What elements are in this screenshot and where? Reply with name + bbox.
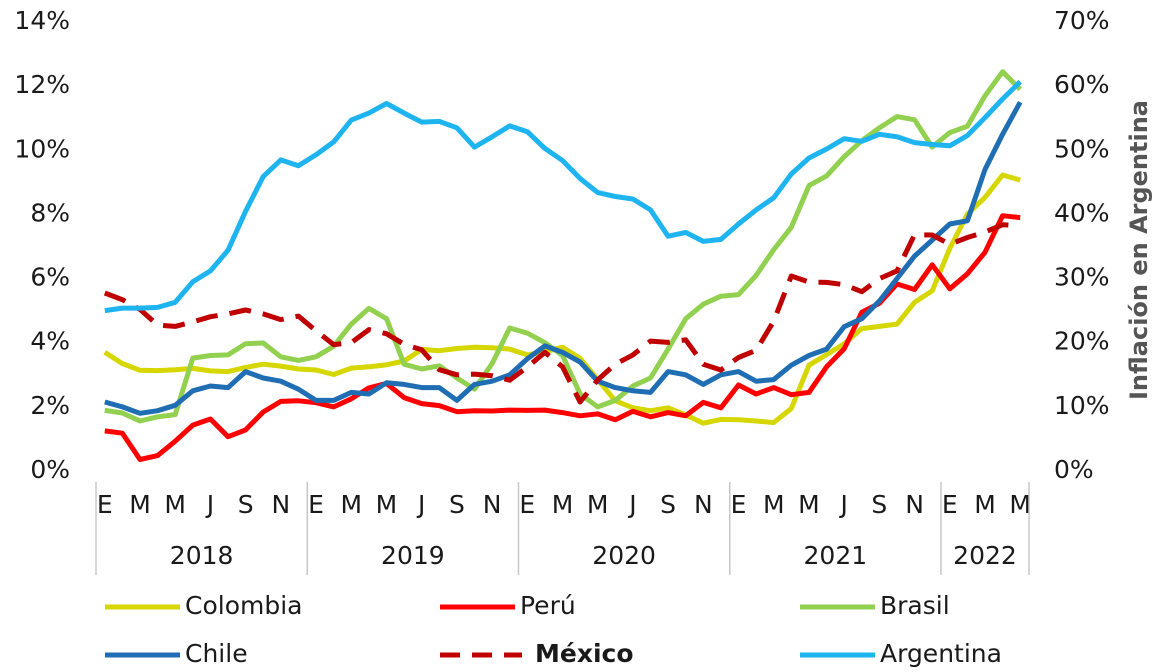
legend-label: México — [535, 639, 634, 668]
y2-tick-label: 60% — [1054, 70, 1110, 99]
x-tick-label: M — [129, 490, 151, 519]
y-tick-label: 0% — [30, 455, 70, 484]
x-tick-label: N — [694, 490, 713, 519]
series-line — [104, 100, 1023, 416]
legend-label: Chile — [185, 639, 248, 668]
x-tick-label: M — [974, 490, 996, 519]
group-label: 2018 — [170, 541, 234, 570]
legend-label: Argentina — [880, 639, 1002, 668]
x-tick-label: M — [340, 490, 362, 519]
y-tick-label: 10% — [14, 134, 70, 163]
x-tick-label: M — [763, 490, 785, 519]
y-tick-label: 2% — [30, 391, 70, 420]
group-label: 2020 — [592, 541, 656, 570]
x-tick-label: S — [871, 490, 887, 519]
legend-label: Brasil — [880, 591, 950, 620]
x-tick-label: E — [97, 490, 113, 519]
x-tick-label: J — [627, 490, 636, 519]
group-label: 2019 — [381, 541, 445, 570]
x-tick-label: J — [205, 490, 214, 519]
y2-tick-label: 30% — [1054, 263, 1110, 292]
y2-tick-label: 40% — [1054, 198, 1110, 227]
x-tick-label: M — [587, 490, 609, 519]
x-tick-label: E — [731, 490, 747, 519]
x-tick-label: S — [238, 490, 254, 519]
x-tick-label: M — [376, 490, 398, 519]
y2-tick-label: 70% — [1054, 6, 1110, 35]
legend-label: Perú — [520, 591, 576, 620]
x-tick-label: M — [552, 490, 574, 519]
x-tick-label: S — [449, 490, 465, 519]
x-tick-label: J — [416, 490, 425, 519]
y2-tick-label: 50% — [1054, 134, 1110, 163]
x-tick-label: N — [483, 490, 502, 519]
x-tick-label: N — [905, 490, 924, 519]
x-tick-label: E — [308, 490, 324, 519]
x-tick-label: E — [519, 490, 535, 519]
y-tick-label: 14% — [14, 6, 70, 35]
x-tick-label: N — [271, 490, 290, 519]
series-line — [103, 222, 1021, 405]
y-tick-label: 4% — [30, 327, 70, 356]
x-tick-label: J — [838, 490, 847, 519]
series-line — [103, 172, 1021, 426]
y-tick-label: 8% — [30, 198, 70, 227]
y2-tick-label: 10% — [1054, 391, 1110, 420]
y2-tick-label: 0% — [1054, 455, 1094, 484]
x-tick-label: M — [798, 490, 820, 519]
x-tick-label: M — [164, 490, 186, 519]
x-tick-label: E — [942, 490, 958, 519]
x-tick-label: M — [1009, 490, 1031, 519]
y-tick-label: 6% — [30, 263, 70, 292]
y-tick-label: 12% — [14, 70, 70, 99]
series-line — [104, 79, 1022, 314]
y2-axis-title: Inflación en Argentina — [1125, 100, 1153, 400]
x-tick-label: S — [660, 490, 676, 519]
series-line — [104, 213, 1021, 462]
group-label: 2021 — [804, 541, 868, 570]
group-label: 2022 — [953, 541, 1017, 570]
y2-tick-label: 20% — [1054, 327, 1110, 356]
legend-label: Colombia — [185, 591, 302, 620]
